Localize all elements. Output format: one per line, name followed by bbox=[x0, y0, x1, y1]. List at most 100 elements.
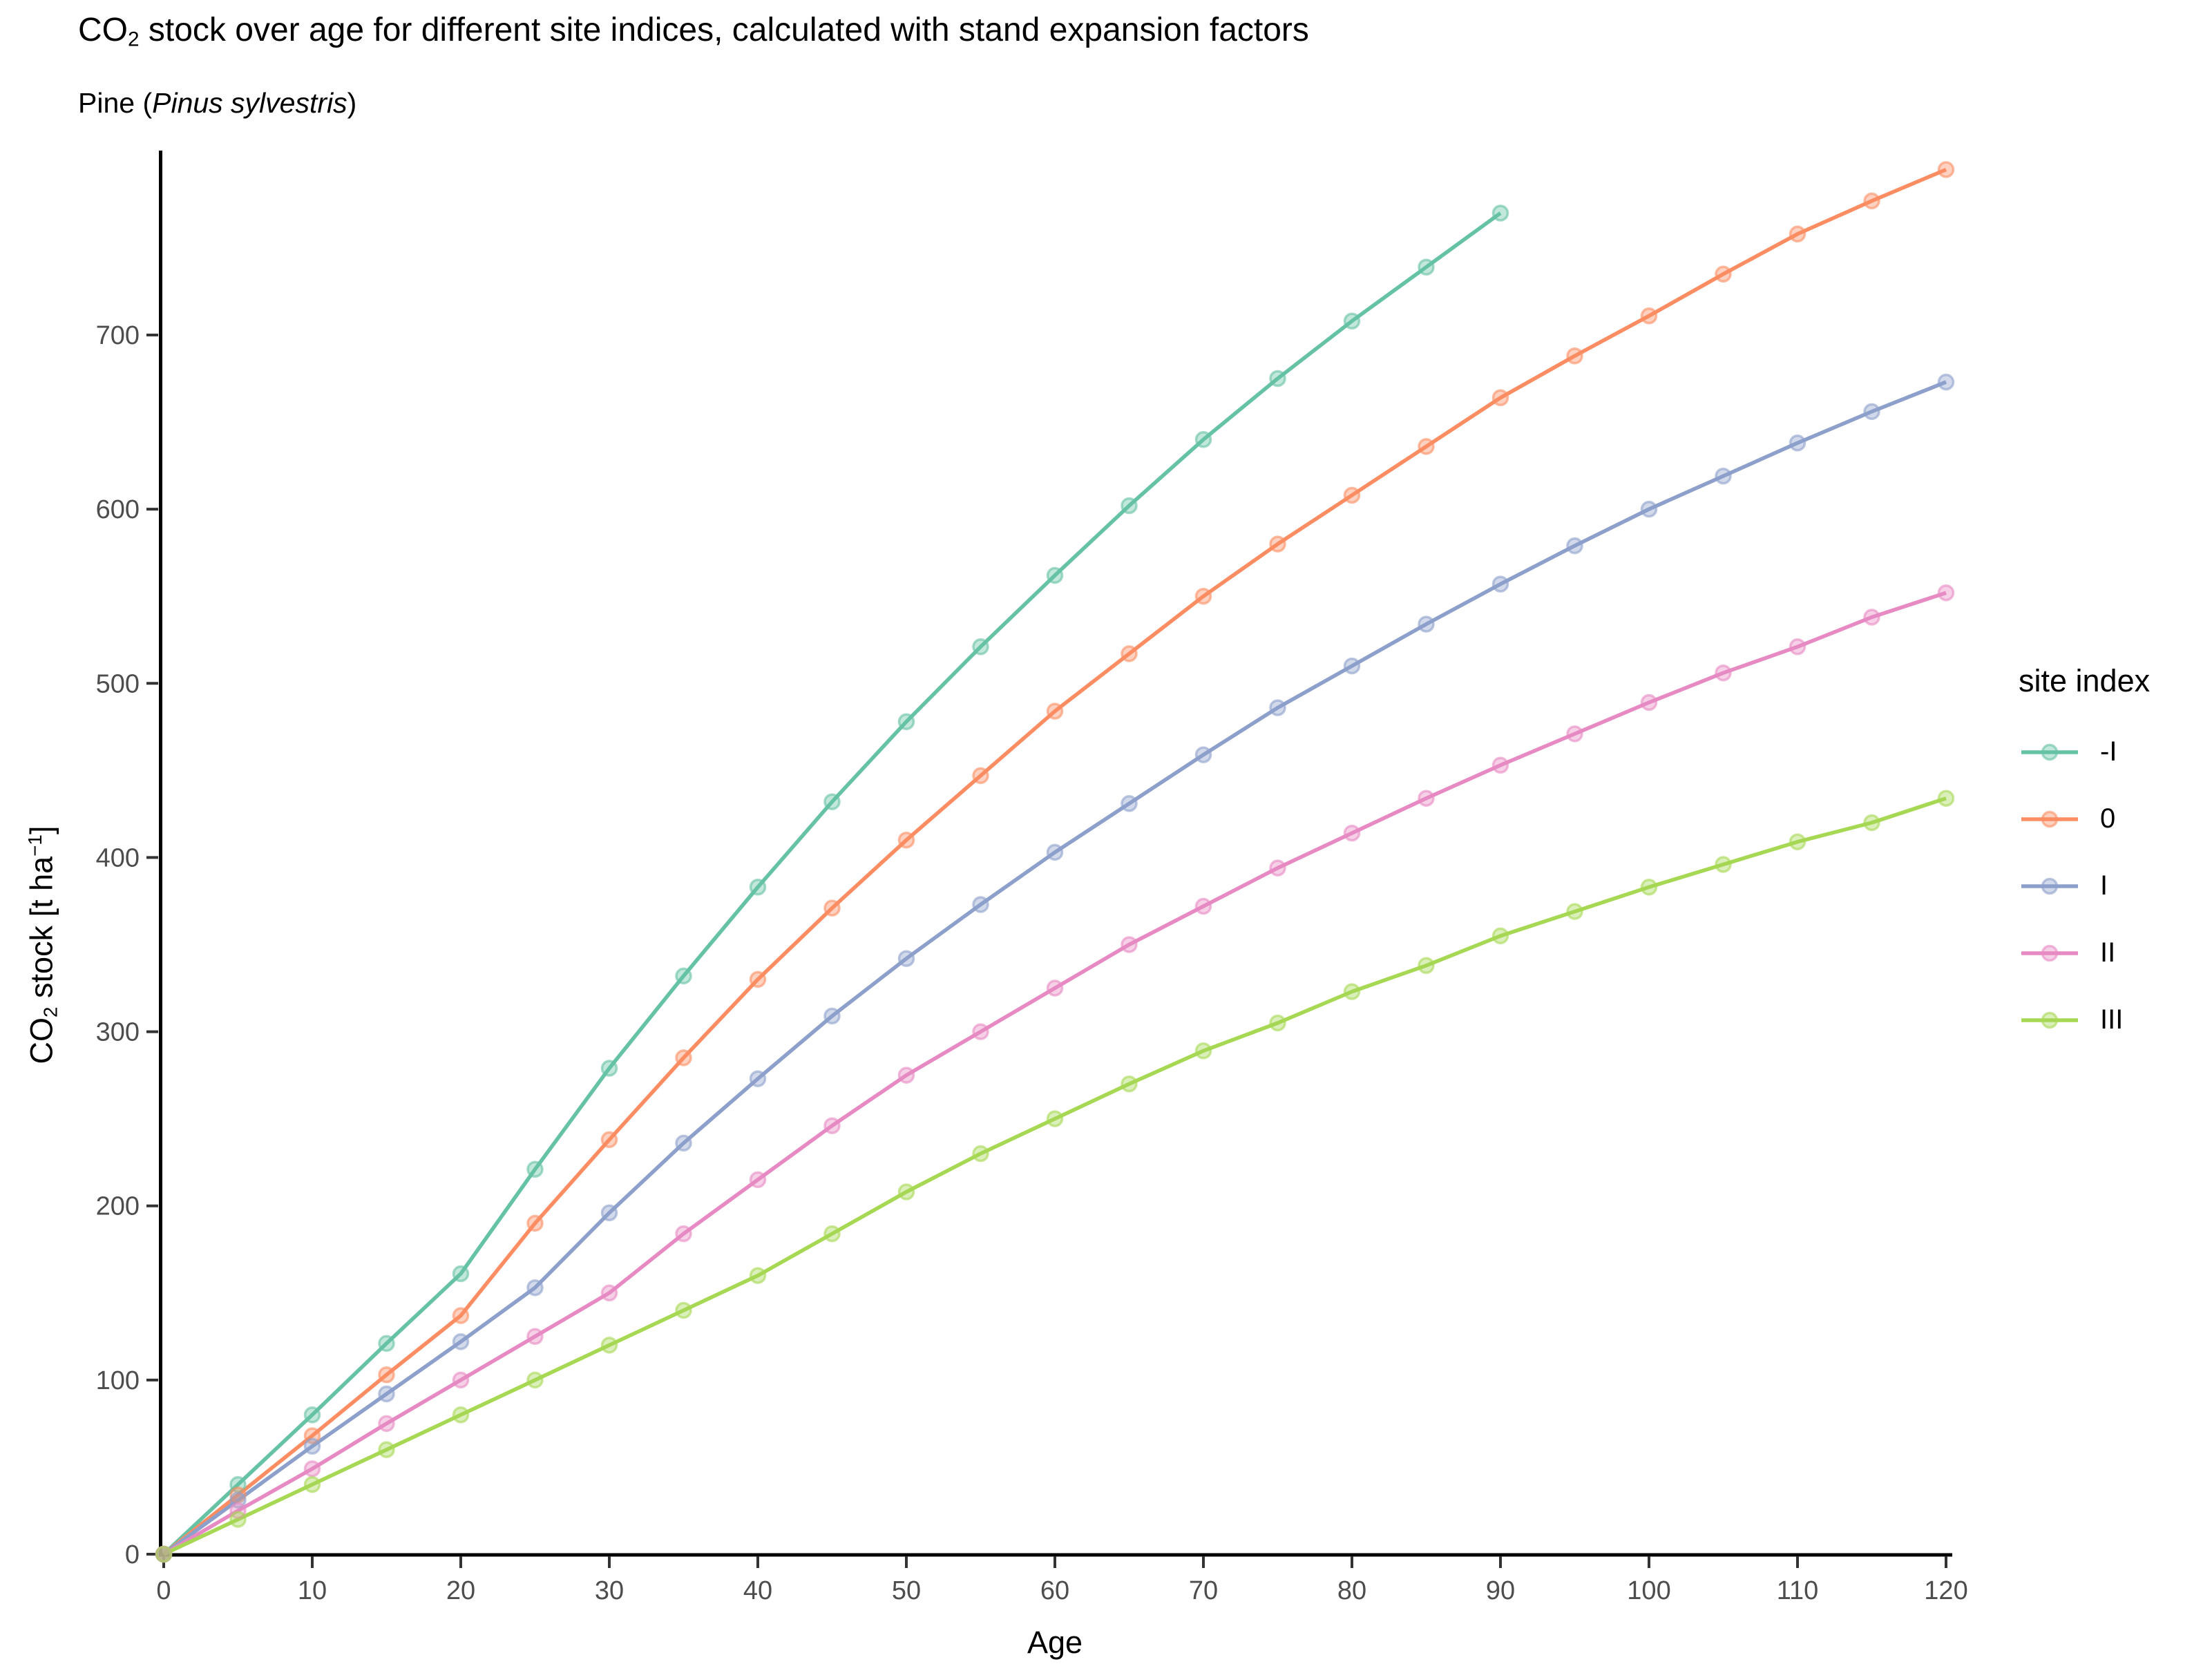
series-line-III bbox=[162, 796, 1947, 1556]
series-point--I bbox=[526, 1160, 544, 1178]
y-tick-label: 400 bbox=[96, 843, 140, 872]
y-tick-label: 500 bbox=[96, 669, 140, 698]
series-point-0 bbox=[526, 1214, 544, 1232]
series-point-I bbox=[1418, 615, 1435, 633]
series-point--I bbox=[749, 879, 767, 896]
series-point-III bbox=[600, 1337, 618, 1354]
legend: site index -I 0 I II III bbox=[2019, 662, 2150, 1053]
x-tick-label: 60 bbox=[1040, 1576, 1069, 1605]
series-point-0 bbox=[1715, 265, 1732, 283]
series-point-II bbox=[1566, 725, 1583, 743]
series-point-I bbox=[1194, 746, 1212, 763]
series-point-II bbox=[1640, 694, 1658, 711]
legend-label: -I bbox=[2100, 736, 2117, 767]
series-point-I bbox=[600, 1204, 618, 1222]
legend-key-point bbox=[2041, 1011, 2059, 1029]
series-point-II bbox=[452, 1371, 470, 1389]
series-point-II bbox=[1194, 897, 1212, 915]
legend-items: -I 0 I II III bbox=[2019, 718, 2150, 1053]
x-tick-label: 0 bbox=[156, 1576, 171, 1605]
series-point-I bbox=[675, 1134, 692, 1152]
legend-key-point bbox=[2041, 743, 2059, 761]
series-point-II bbox=[897, 1067, 915, 1084]
x-tick-label: 70 bbox=[1189, 1576, 1218, 1605]
x-tick-label: 10 bbox=[298, 1576, 327, 1605]
series-point-II bbox=[749, 1171, 767, 1189]
series-point--I bbox=[1269, 370, 1286, 388]
title-text: CO bbox=[78, 12, 128, 48]
x-tick-label: 110 bbox=[1777, 1576, 1819, 1605]
legend-item-0: 0 bbox=[2019, 785, 2150, 852]
legend-item-III: III bbox=[2019, 986, 2150, 1053]
subtitle-text-rest: ) bbox=[347, 87, 357, 119]
series-point-0 bbox=[1343, 486, 1361, 504]
series-point--I bbox=[823, 793, 841, 810]
series-point-0 bbox=[378, 1366, 395, 1384]
series-point-III bbox=[1046, 1110, 1064, 1127]
series-point-III bbox=[897, 1183, 915, 1201]
x-tick-label: 20 bbox=[446, 1576, 475, 1605]
legend-key-icon bbox=[2021, 944, 2078, 962]
series-point-II bbox=[1715, 664, 1732, 682]
legend-key-icon bbox=[2021, 1011, 2078, 1029]
series-point-III bbox=[1789, 833, 1806, 850]
series-point-III bbox=[675, 1301, 692, 1319]
series-point-I bbox=[1566, 537, 1583, 555]
series-point--I bbox=[1491, 204, 1509, 222]
legend-label: 0 bbox=[2100, 803, 2116, 834]
series-point-I bbox=[1121, 795, 1138, 812]
series-point-I bbox=[303, 1437, 321, 1455]
x-tick-label: 80 bbox=[1337, 1576, 1366, 1605]
series-line-II bbox=[162, 591, 1947, 1556]
series-point-0 bbox=[1194, 587, 1212, 605]
subtitle-species-italic: Pinus sylvestris bbox=[152, 87, 347, 119]
y-tick-label: 600 bbox=[96, 495, 140, 524]
x-axis-title: Age bbox=[1027, 1625, 1083, 1660]
series-point-III bbox=[526, 1371, 544, 1389]
series-point-I bbox=[526, 1279, 544, 1297]
legend-title: site index bbox=[2019, 663, 2151, 698]
legend-key-icon bbox=[2021, 810, 2078, 828]
series-point-0 bbox=[675, 1049, 692, 1067]
series-point-II bbox=[823, 1117, 841, 1134]
series-point-II bbox=[600, 1284, 618, 1302]
title-text-rest: stock over age for different site indice… bbox=[139, 12, 1309, 48]
series-point--I bbox=[1418, 258, 1435, 276]
series-point-0 bbox=[452, 1307, 470, 1324]
series-point-0 bbox=[1863, 192, 1880, 210]
series-point-0 bbox=[897, 831, 915, 849]
chart-subtitle: Pine (Pinus sylvestris) bbox=[78, 87, 356, 120]
series-point-III bbox=[1937, 790, 1955, 807]
legend-label: II bbox=[2100, 937, 2116, 968]
series-point-0 bbox=[749, 971, 767, 988]
series-point-III bbox=[1194, 1042, 1212, 1060]
series-point--I bbox=[675, 967, 692, 985]
series-point-I bbox=[1863, 403, 1880, 421]
series-point-II bbox=[1863, 609, 1880, 626]
series-point-III bbox=[1121, 1075, 1138, 1093]
series-point-III bbox=[155, 1545, 173, 1563]
legend-item--I: -I bbox=[2019, 718, 2150, 785]
series-point-III bbox=[1418, 957, 1435, 975]
series-point-0 bbox=[972, 767, 989, 785]
series-point-II bbox=[1789, 638, 1806, 656]
series-point-II bbox=[378, 1415, 395, 1433]
x-tick-label: 40 bbox=[743, 1576, 772, 1605]
series-point-I bbox=[897, 950, 915, 967]
series-point--I bbox=[1121, 497, 1138, 515]
legend-item-II: II bbox=[2019, 919, 2150, 986]
x-tick-label: 50 bbox=[892, 1576, 921, 1605]
series-point-0 bbox=[1121, 645, 1138, 662]
series-point--I bbox=[303, 1406, 321, 1424]
series-point-III bbox=[1566, 903, 1583, 920]
series-point-0 bbox=[1046, 702, 1064, 720]
series-point-III bbox=[1863, 814, 1880, 832]
legend-key-point bbox=[2041, 810, 2059, 828]
series-point-III bbox=[1640, 879, 1658, 896]
title-subscript: 2 bbox=[128, 28, 140, 51]
series-line-I bbox=[162, 380, 1947, 1556]
series-point-I bbox=[1937, 373, 1955, 391]
series-point-III bbox=[452, 1406, 470, 1424]
series-point-I bbox=[1491, 575, 1509, 593]
